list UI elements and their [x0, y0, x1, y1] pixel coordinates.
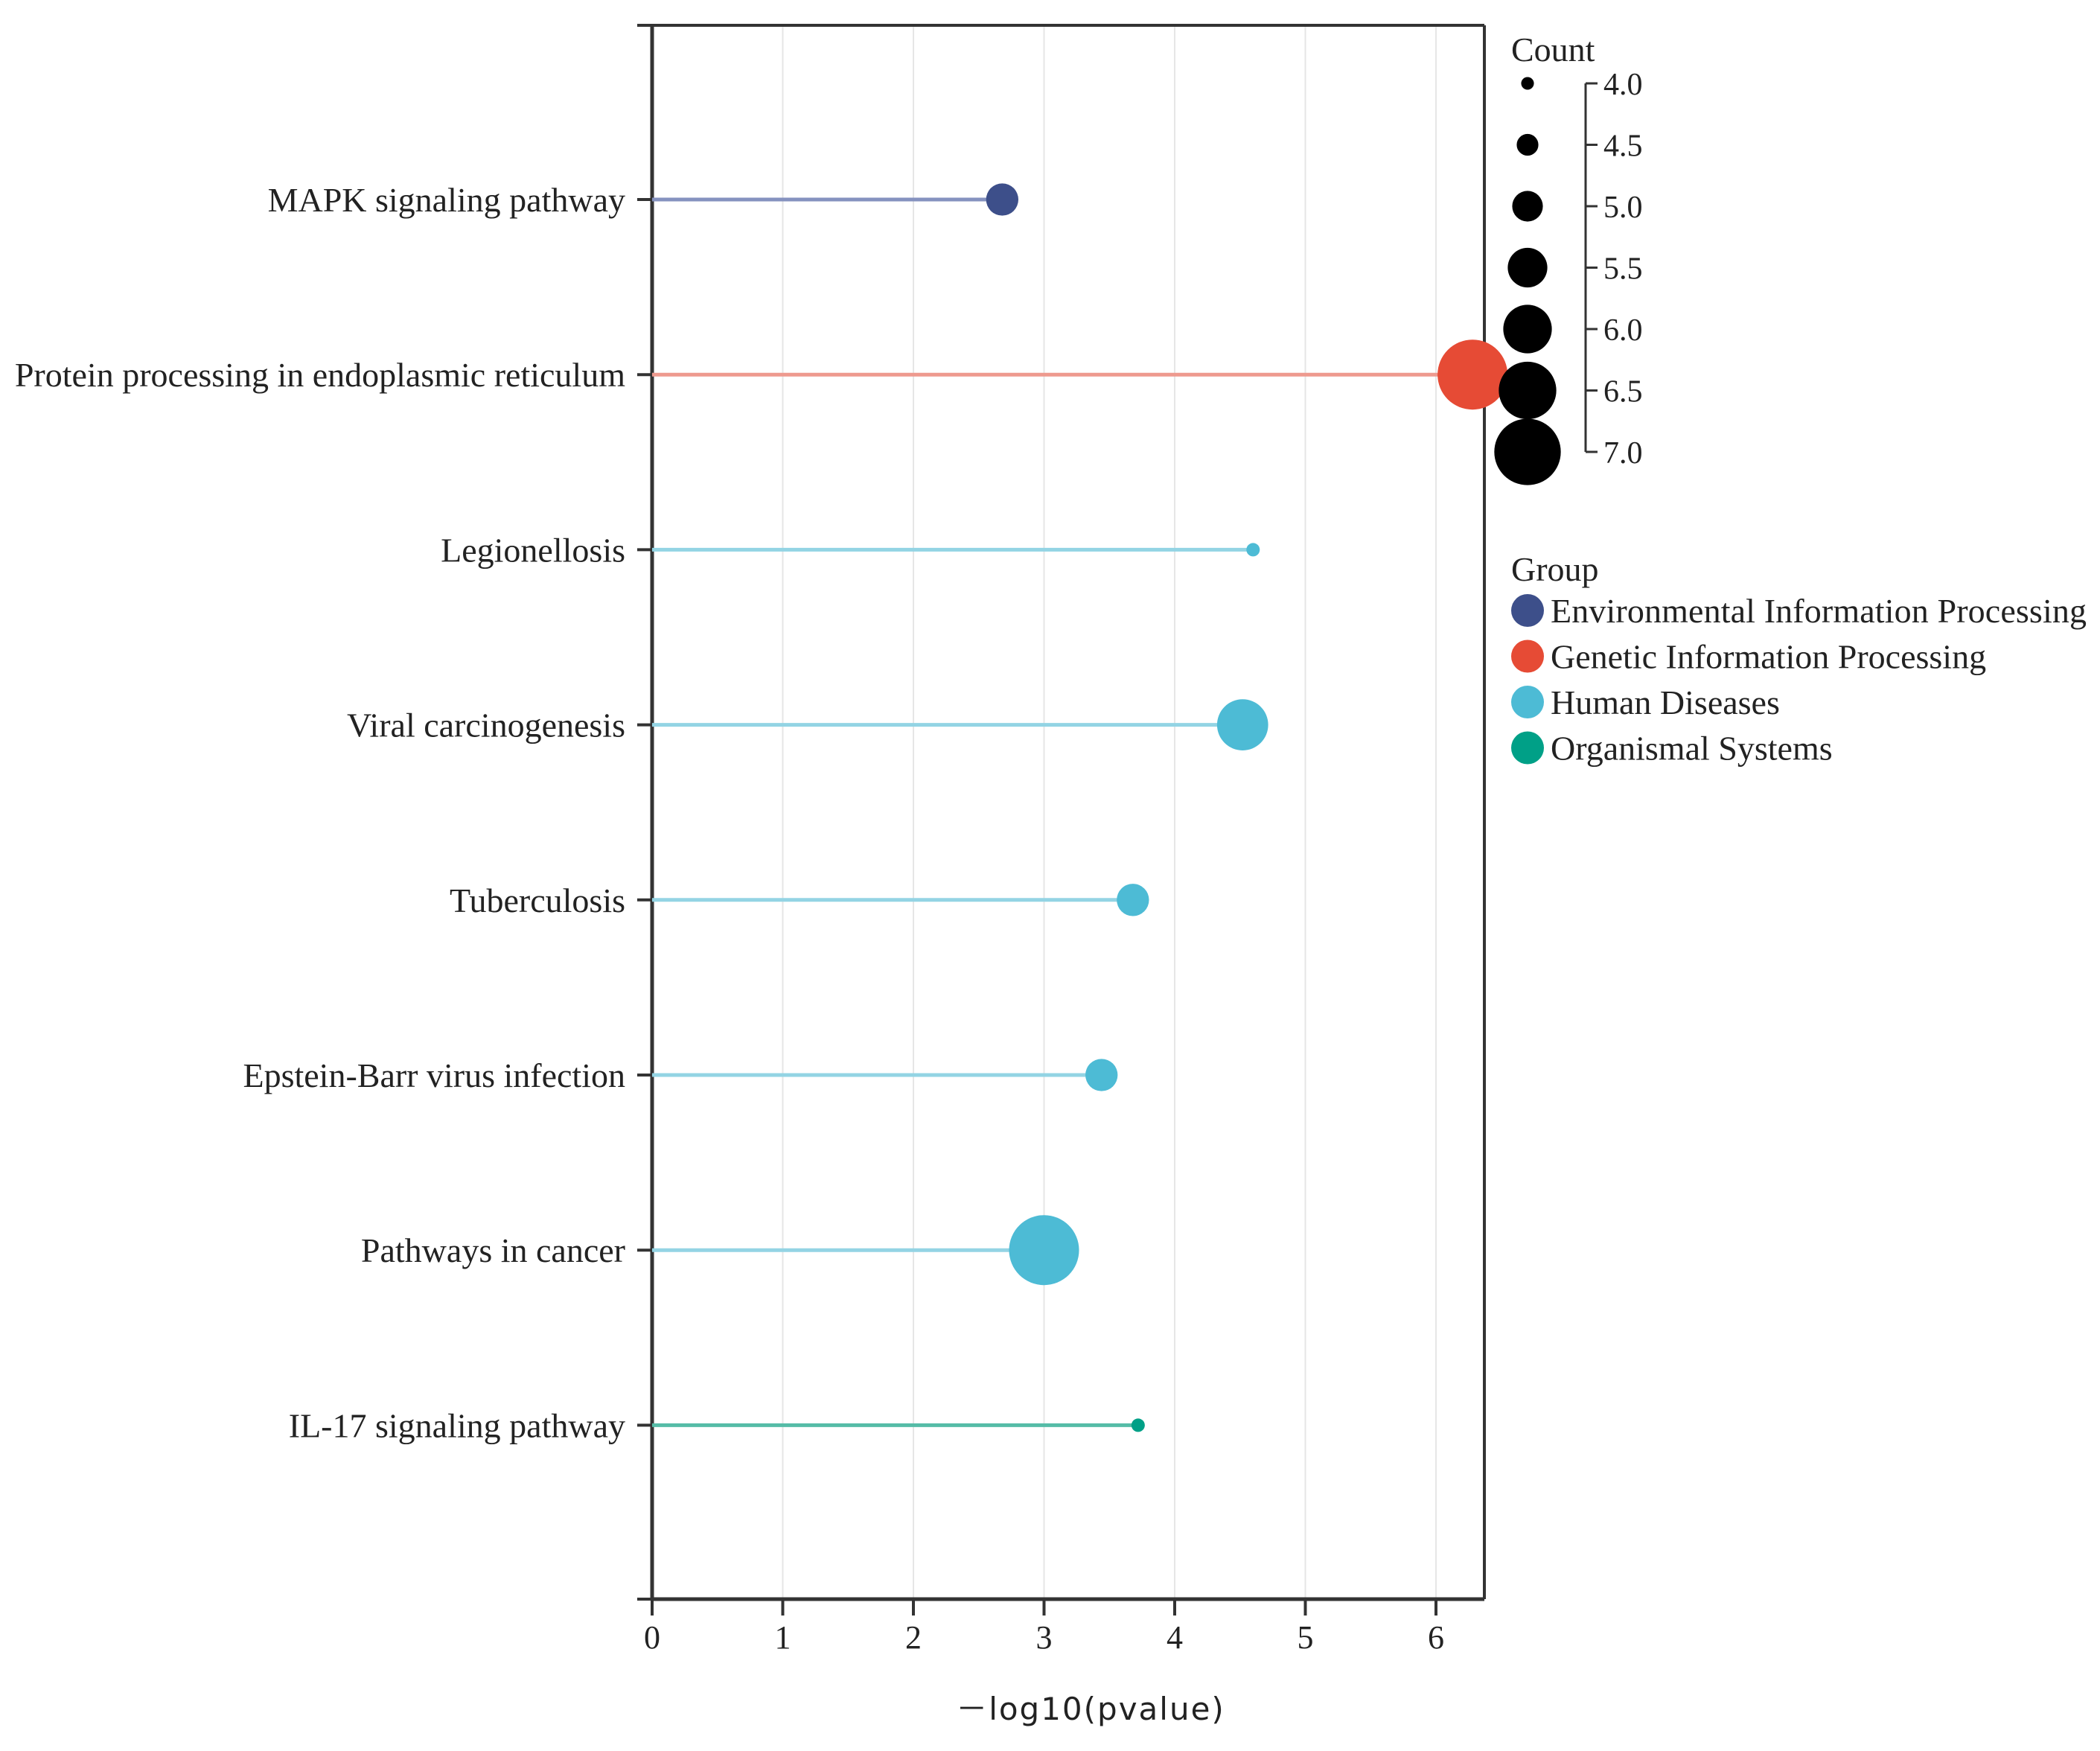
category-label-epstein-barr-virus-infection: Epstein-Barr virus infection [243, 1056, 625, 1094]
size-legend-dot-6-5 [1499, 361, 1557, 420]
x-tick-label-6: 6 [1428, 1619, 1444, 1656]
category-label-mapk-signaling-pathway: MAPK signaling pathway [268, 181, 625, 219]
size-legend-dot-6-0 [1503, 304, 1552, 354]
stem-layer [652, 197, 1473, 1427]
point-il-17-signaling-pathway [1131, 1418, 1145, 1432]
grid-layer [782, 25, 1437, 1599]
size-legend-label-4-0: 4.0 [1603, 68, 1643, 102]
size-legend-label-5-0: 5.0 [1603, 191, 1643, 225]
category-label-tuberculosis: Tuberculosis [450, 881, 625, 919]
x-tick-label-1: 1 [775, 1619, 791, 1656]
color-legend-label-organismal-systems: Organismal Systems [1551, 730, 1833, 768]
color-legend-swatch-human-diseases [1511, 686, 1544, 718]
x-axis-ticks: 0 1 2 3 4 5 6 －log10(pvalue) [644, 1599, 1444, 1727]
size-legend-dot-7-0 [1494, 418, 1561, 485]
size-legend-dot-5-5 [1507, 247, 1548, 288]
plot-frame [637, 24, 1486, 1601]
x-tick-label-3: 3 [1036, 1619, 1053, 1656]
size-legend-label-4-5: 4.5 [1603, 130, 1643, 164]
color-legend-swatch-genetic-information-processing [1511, 640, 1544, 673]
category-label-il-17-signaling-pathway: IL-17 signaling pathway [289, 1406, 625, 1444]
size-legend-label-6-5: 6.5 [1603, 375, 1643, 409]
category-label-protein-processing-in-endoplasmic-reticulum: Protein processing in endoplasmic reticu… [15, 356, 625, 394]
size-legend-label-7-0: 7.0 [1603, 436, 1643, 471]
category-label-legionellosis: Legionellosis [441, 531, 625, 569]
color-legend-title: Group [1511, 550, 1599, 588]
point-mapk-signaling-pathway [986, 183, 1019, 216]
point-protein-processing-in-endoplasmic-reticulum [1437, 339, 1508, 410]
color-legend-swatch-organismal-systems [1511, 731, 1544, 765]
point-viral-carcinogenesis [1216, 699, 1268, 750]
size-legend-title: Count [1511, 31, 1595, 68]
x-axis-title: －log10(pvalue) [956, 1691, 1225, 1727]
point-pathways-in-cancer [1009, 1215, 1079, 1286]
x-tick-label-0: 0 [644, 1619, 660, 1656]
point-epstein-barr-virus-infection [1085, 1059, 1118, 1091]
size-legend-label-5-5: 5.5 [1603, 252, 1643, 287]
category-label-pathways-in-cancer: Pathways in cancer [361, 1231, 625, 1269]
category-labels: MAPK signaling pathway Protein processing… [15, 181, 652, 1444]
category-label-viral-carcinogenesis: Viral carcinogenesis [347, 707, 625, 744]
x-tick-label-4: 4 [1167, 1619, 1183, 1656]
x-tick-label-5: 5 [1298, 1619, 1314, 1656]
color-legend-label-environmental-information-processing: Environmental Information Processing [1551, 592, 2087, 630]
color-legend-label-genetic-information-processing: Genetic Information Processing [1551, 638, 1986, 676]
color-legend-swatch-environmental-information-processing [1511, 594, 1544, 627]
color-legend-label-human-diseases: Human Diseases [1551, 683, 1780, 721]
size-legend-label-6-0: 6.0 [1603, 313, 1643, 348]
point-tuberculosis [1117, 884, 1149, 916]
size-legend-dot-4-5 [1516, 133, 1539, 156]
x-tick-label-2: 2 [905, 1619, 922, 1656]
point-legionellosis [1246, 543, 1260, 557]
dot-layer [986, 183, 1508, 1432]
size-legend-dot-5-0 [1512, 191, 1543, 222]
size-legend-dot-4-0 [1521, 77, 1534, 90]
